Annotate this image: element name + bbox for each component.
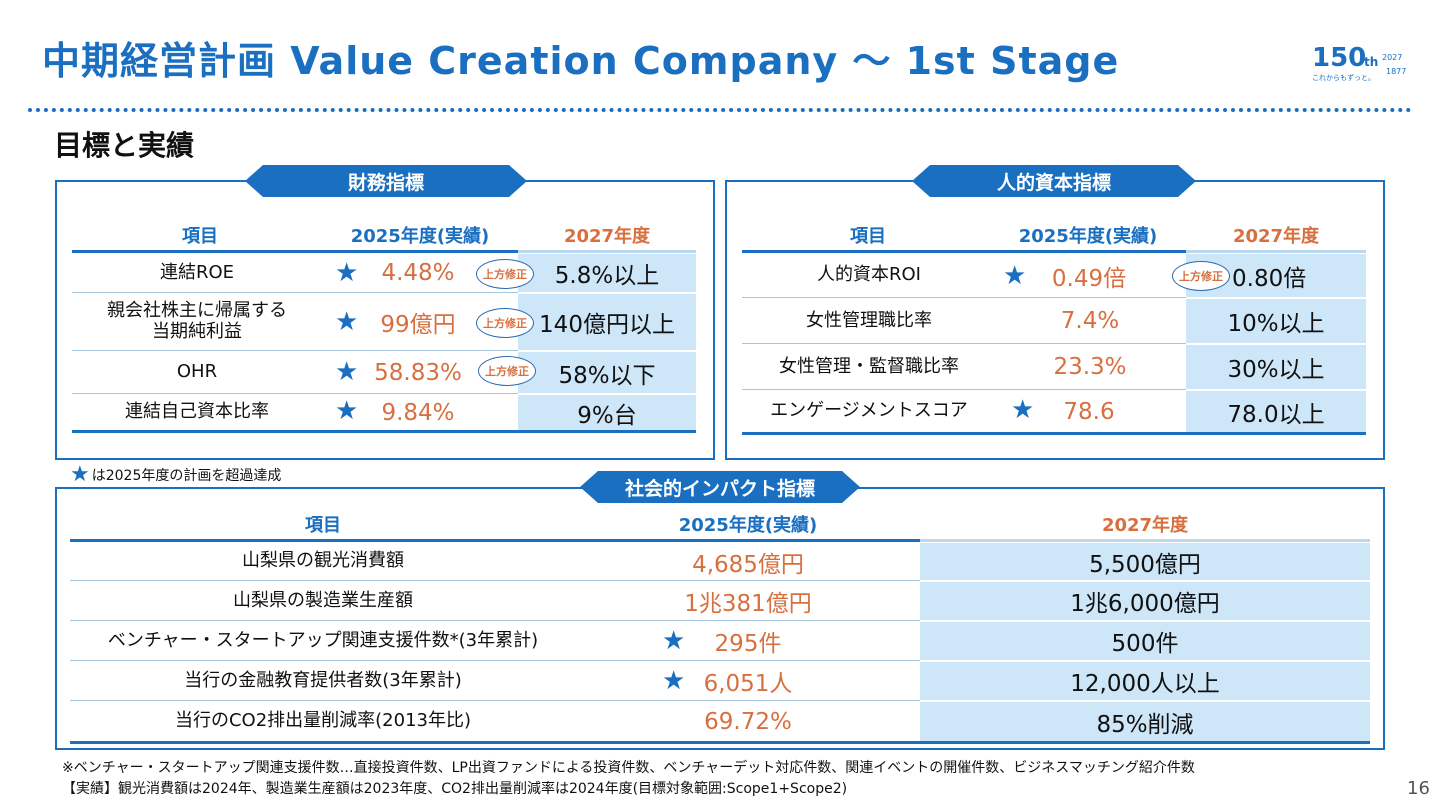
logo-year-bottom: 1877 <box>1386 67 1406 76</box>
footnote-2: 【実績】観光消費額は2024年、製造業生産額は2023年度、CO2排出量削減率は… <box>62 781 848 797</box>
logo-number: 150 <box>1312 43 1366 73</box>
upward-revision-badge: 上方修正 <box>476 308 534 338</box>
logo-mark: 150 th 2027 1877 これからもずっと。 <box>1312 43 1406 82</box>
upward-revision-badge: 上方修正 <box>476 259 534 289</box>
logo-th: th <box>1364 55 1378 69</box>
human-col-item: 項目 <box>850 226 886 247</box>
social-row-label: 当行のCO2排出量削減率(2013年比) <box>174 710 472 732</box>
star-legend-text: は2025年度の計画を超過達成 <box>91 468 282 484</box>
social-row-target: 500件 <box>1111 631 1179 657</box>
human-row-target: 30%以上 <box>1227 357 1325 383</box>
financial-row-label: 連結自己資本比率 <box>125 401 269 423</box>
social-row-actual: 69.72% <box>704 708 792 735</box>
financial-row-actual: 4.48% <box>381 260 455 286</box>
star-icon: ★ <box>662 666 686 696</box>
human-col-actual: 2025年度(実績) <box>1018 226 1158 247</box>
upward-revision-badge: 上方修正 <box>478 356 536 386</box>
financial-row-target: 9%台 <box>577 402 637 429</box>
financial-row-target: 5.8%以上 <box>554 263 660 289</box>
social-row-target: 1兆6,000億円 <box>1070 591 1220 617</box>
star-icon: ★ <box>335 307 359 337</box>
human-row-target: 0.80倍 <box>1232 265 1307 292</box>
social-col-target: 2027年度 <box>1101 515 1189 536</box>
financial-row-label: 連結ROE <box>159 261 235 283</box>
financial-row-actual: 9.84% <box>381 399 455 426</box>
social-row-target: 12,000人以上 <box>1070 671 1220 697</box>
human-row-target: 78.0以上 <box>1227 401 1325 428</box>
social-col-item: 項目 <box>305 515 341 536</box>
financial-col-actual: 2025年度(実績) <box>350 226 490 247</box>
star-legend: ★ は2025年度の計画を超過達成 <box>70 464 281 486</box>
social-row-label: ベンチャー・スタートアップ関連支援件数*(3年累計) <box>107 629 539 651</box>
human-row-actual: 0.49倍 <box>1051 265 1127 292</box>
star-icon: ★ <box>335 258 359 288</box>
social-row-actual: 295件 <box>714 631 782 657</box>
human-col-target: 2027年度 <box>1232 226 1320 247</box>
social-row-target: 5,500億円 <box>1089 551 1201 578</box>
header-divider <box>28 108 1412 112</box>
human-row-actual: 7.4% <box>1060 308 1120 334</box>
social-row-label: 山梨県の観光消費額 <box>242 550 404 572</box>
financial-row-target: 58%以下 <box>558 362 656 389</box>
logo-tagline: これからもずっと。 <box>1312 73 1375 82</box>
human-row-actual: 78.6 <box>1063 398 1115 425</box>
financial-row-label: 親会社株主に帰属する 当期純利益 <box>72 294 322 350</box>
financial-row-actual: 58.83% <box>374 359 462 386</box>
financial-banner: 財務指標 <box>245 165 527 197</box>
star-icon: ★ <box>1003 261 1027 291</box>
150th-anniversary-logo: 150 th 2027 1877 これからもずっと。 <box>1312 40 1412 86</box>
social-row-target: 85%削減 <box>1096 711 1194 738</box>
star-icon: ★ <box>70 462 90 487</box>
human-row-target: 10%以上 <box>1227 311 1325 337</box>
human-row-label: エンゲージメントスコア <box>770 400 968 422</box>
logo-year-top: 2027 <box>1382 53 1402 62</box>
page-title: 中期経営計画 Value Creation Company ～ 1st Stag… <box>42 39 1120 83</box>
star-icon: ★ <box>662 626 686 656</box>
human-row-label: 女性管理・監督職比率 <box>779 355 959 377</box>
financial-row-label-line2: 当期純利益 <box>152 321 242 342</box>
financial-row-label: OHR <box>176 361 218 383</box>
financial-row-label-line1: 親会社株主に帰属する <box>107 300 287 322</box>
social-target-column <box>920 543 1370 741</box>
human-row-label: 女性管理職比率 <box>806 309 932 331</box>
social-impact-banner: 社会的インパクト指標 <box>580 471 860 503</box>
human-row-label: 人的資本ROI <box>817 264 921 286</box>
star-icon: ★ <box>335 396 359 426</box>
social-row-actual: 1兆381億円 <box>684 591 812 617</box>
upward-revision-badge: 上方修正 <box>1172 261 1230 291</box>
social-row-actual: 4,685億円 <box>692 551 804 578</box>
financial-row-target: 140億円以上 <box>539 312 675 338</box>
social-row-label: 当行の金融教育提供者数(3年累計) <box>184 669 462 691</box>
page-number: 16 <box>1407 778 1430 799</box>
section-title: 目標と実績 <box>54 129 195 162</box>
star-icon: ★ <box>1011 395 1035 425</box>
human-capital-banner: 人的資本指標 <box>912 165 1196 197</box>
financial-target-column <box>518 254 696 430</box>
star-icon: ★ <box>335 357 359 387</box>
human-row-actual: 23.3% <box>1053 354 1127 380</box>
footnote-1: ※ベンチャー・スタートアップ関連支援件数…直接投資件数、LP出資ファンドによる投… <box>62 760 1195 776</box>
social-row-label: 山梨県の製造業生産額 <box>233 589 413 611</box>
financial-col-target: 2027年度 <box>563 226 651 247</box>
social-row-actual: 6,051人 <box>703 671 793 697</box>
financial-row-actual: 99億円 <box>380 312 456 338</box>
financial-col-item: 項目 <box>182 226 218 247</box>
social-col-actual: 2025年度(実績) <box>678 515 818 536</box>
